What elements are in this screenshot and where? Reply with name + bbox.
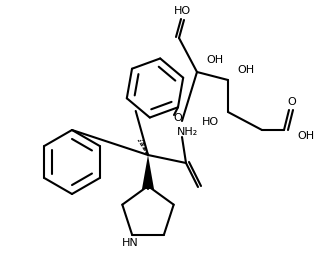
- Text: HO: HO: [173, 6, 191, 16]
- Text: HO: HO: [202, 117, 219, 127]
- Text: O: O: [174, 113, 182, 123]
- Text: OH: OH: [206, 55, 223, 65]
- Text: OH: OH: [298, 131, 315, 141]
- Text: HN: HN: [122, 238, 138, 248]
- Text: NH₂: NH₂: [178, 127, 199, 137]
- Text: OH: OH: [238, 65, 255, 75]
- Polygon shape: [142, 155, 154, 189]
- Text: O: O: [288, 97, 296, 107]
